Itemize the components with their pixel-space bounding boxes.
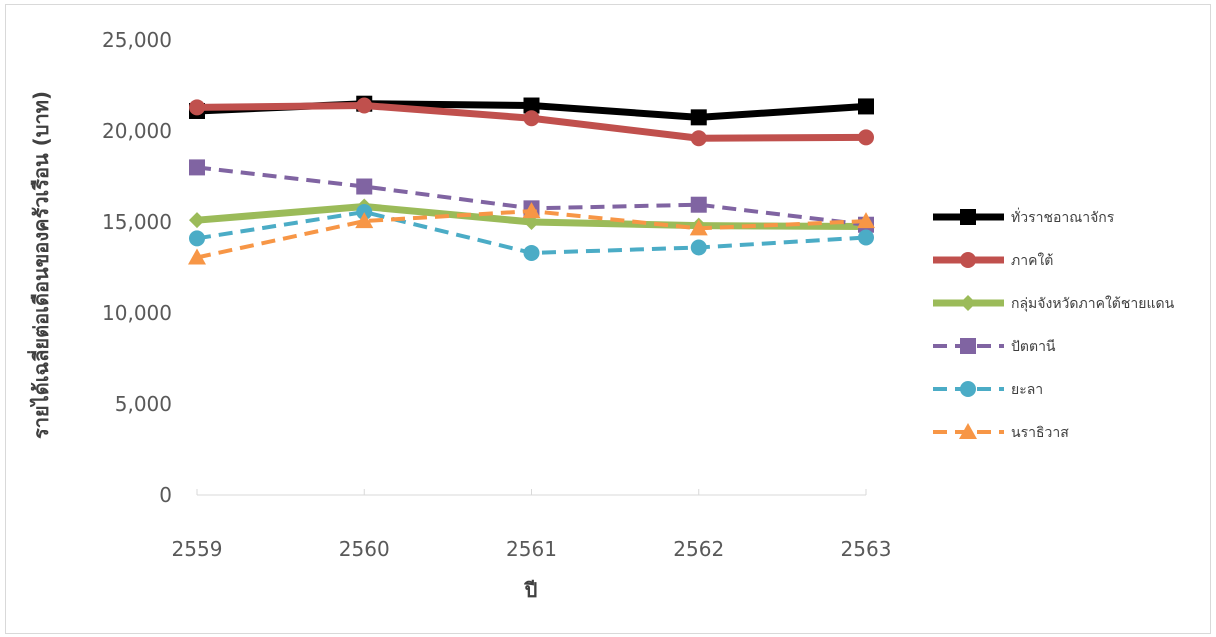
legend-marker: [959, 423, 977, 439]
legend-label: ภาคใต้: [1011, 252, 1053, 269]
legend-item: กลุ่มจังหวัดภาคใต้ชายแดน: [933, 295, 1175, 312]
data-point: [689, 219, 708, 236]
legend-item: ทั่วราชอาณาจักร: [933, 208, 1115, 226]
y-tick-label: 5,000: [115, 392, 172, 416]
data-point: [858, 98, 874, 115]
data-point: [857, 212, 875, 229]
data-point: [189, 212, 205, 229]
y-tick-label: 10,000: [102, 301, 172, 325]
data-point: [189, 230, 205, 247]
data-point: [356, 178, 373, 195]
data-point: [356, 97, 373, 114]
data-point: [690, 130, 707, 147]
x-tick-label: 2561: [506, 537, 557, 561]
y-tick-label: 15,000: [102, 210, 172, 234]
legend-label: ยะลา: [1011, 382, 1043, 398]
y-tick-label: 0: [159, 483, 172, 507]
series-2: [189, 97, 874, 147]
data-point: [690, 196, 707, 213]
y-tick-label: 25,000: [102, 28, 172, 52]
y-tick-label: 20,000: [102, 119, 172, 143]
x-axis-title: ปี: [523, 578, 537, 602]
data-point: [522, 202, 541, 219]
legend-label: กลุ่มจังหวัดภาคใต้ชายแดน: [1011, 295, 1175, 312]
legend: ทั่วราชอาณาจักรภาคใต้กลุ่มจังหวัดภาคใต้ช…: [933, 208, 1175, 441]
legend-item: นราธิวาส: [933, 423, 1069, 441]
data-point: [356, 203, 373, 220]
series-layer: [188, 95, 875, 265]
legend-item: ยะลา: [933, 381, 1043, 398]
legend-label: ปัตตานี: [1011, 339, 1056, 355]
data-point: [690, 109, 707, 126]
data-point: [690, 239, 707, 256]
data-point: [858, 129, 874, 146]
data-point: [189, 99, 205, 116]
y-axis-title: รายได้เฉลี่ยต่อเดือนของครัวเรือน (บาท): [26, 91, 53, 439]
data-point: [188, 248, 206, 265]
data-point: [523, 97, 540, 114]
legend-label: ทั่วราชอาณาจักร: [1011, 208, 1115, 226]
series-6: [188, 202, 875, 265]
x-tick-label: 2562: [673, 537, 724, 561]
data-point: [355, 212, 374, 229]
data-point: [523, 110, 540, 127]
legend-marker: [960, 338, 976, 354]
legend-label: นราธิวาส: [1011, 425, 1069, 441]
legend-item: ปัตตานี: [933, 338, 1056, 355]
x-axis-ticks: [196, 489, 867, 495]
x-axis-labels: 2559 2560 2561 2562 2563: [172, 537, 892, 561]
y-axis-labels: 0 5,000 10,000 15,000 20,000 25,000: [102, 28, 172, 507]
legend-item: ภาคใต้: [933, 252, 1053, 269]
legend-marker: [960, 381, 976, 397]
x-tick-label: 2559: [172, 537, 223, 561]
data-point: [523, 244, 540, 261]
data-point: [858, 229, 874, 246]
data-point: [189, 159, 205, 176]
legend-marker: [960, 295, 976, 311]
x-tick-label: 2560: [339, 537, 390, 561]
series-5: [189, 203, 874, 261]
legend-marker: [960, 209, 976, 225]
x-tick-label: 2563: [841, 537, 892, 561]
legend-marker: [960, 252, 976, 268]
